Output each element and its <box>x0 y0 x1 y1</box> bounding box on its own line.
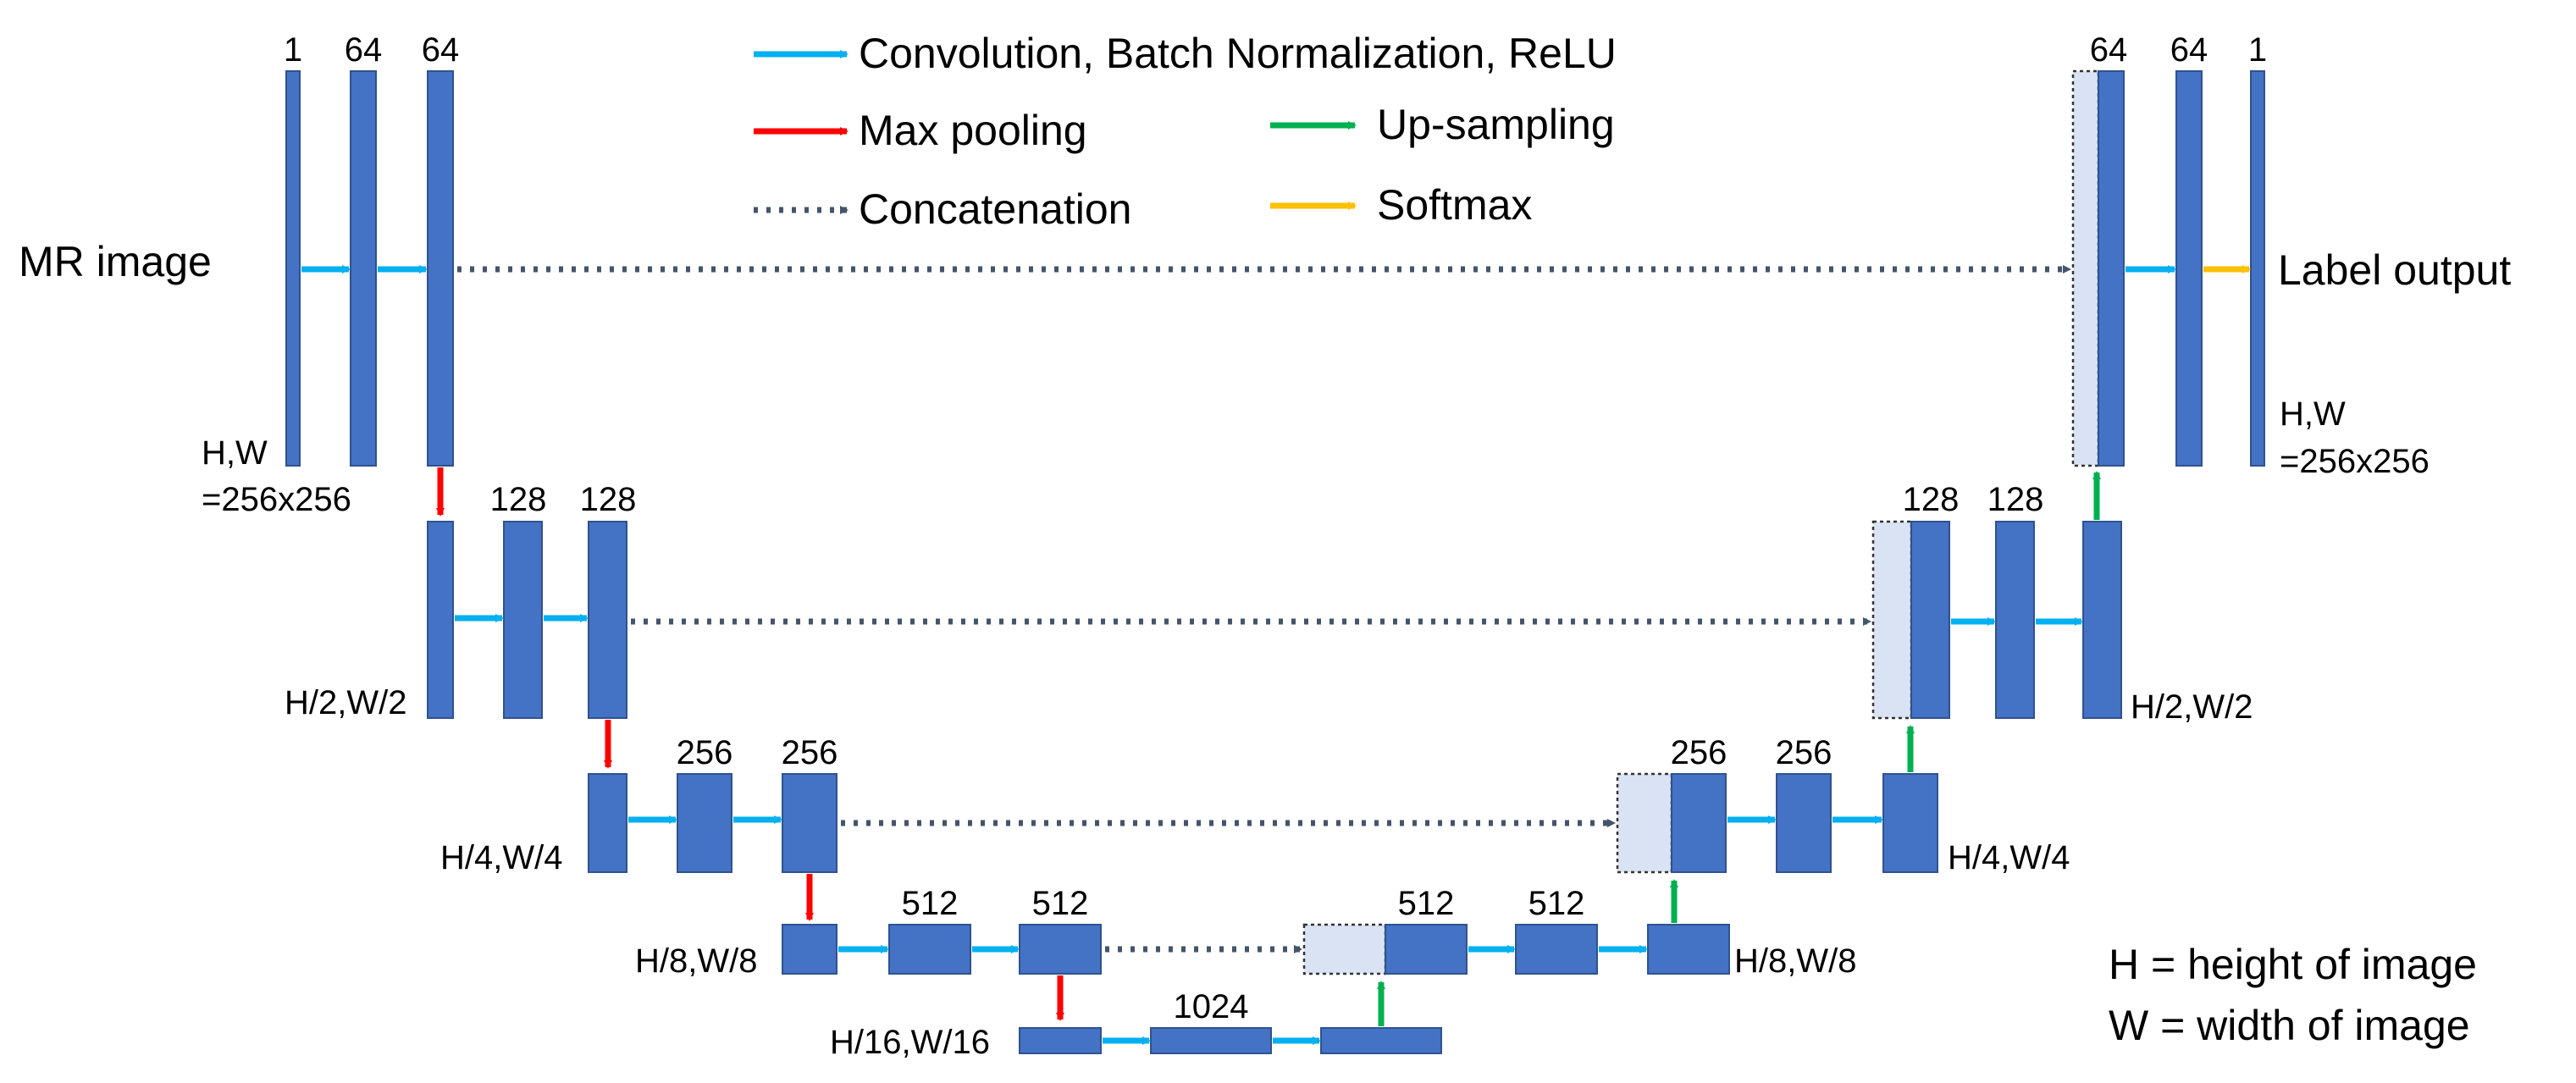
feature-map-block <box>285 70 301 467</box>
legend-softmax-label: Softmax <box>1377 181 1532 229</box>
concatenated-block <box>1871 520 1913 720</box>
channel-count: 64 <box>2090 31 2128 69</box>
feature-map-block <box>588 773 627 873</box>
feature-map-block <box>1320 1027 1442 1054</box>
channel-count: 256 <box>1776 734 1832 771</box>
decoder-level-3: 256 256 H/4,W/4 <box>1616 734 2070 876</box>
channel-count: 256 <box>782 734 838 771</box>
channel-count: 128 <box>580 481 637 518</box>
feature-map-block <box>503 521 543 719</box>
decoder-level-4: 512 512 H/8,W/8 <box>1302 885 1856 980</box>
feature-map-block <box>427 521 454 719</box>
channel-count: 512 <box>902 885 959 922</box>
channel-count: 256 <box>677 734 733 771</box>
skip-connections <box>457 265 2071 953</box>
dimension-label: =256x256 <box>202 481 351 518</box>
output-label: Label output <box>2278 246 2511 294</box>
feature-map-block <box>1150 1027 1272 1054</box>
input-label: MR image <box>19 238 212 285</box>
feature-map-block <box>1910 521 1950 719</box>
decoder-level-2: 128 128 H/2,W/2 <box>1871 481 2253 726</box>
feature-map-block <box>782 773 837 873</box>
channel-count: 64 <box>422 31 460 69</box>
feature-map-block <box>1776 773 1832 873</box>
dimension-label: H/8,W/8 <box>635 942 757 980</box>
dimension-label: H/2,W/2 <box>2131 688 2253 726</box>
feature-map-block <box>1995 521 2035 719</box>
channel-count: 1 <box>284 31 302 69</box>
feature-map-block <box>677 773 732 873</box>
dimension-label: H/16,W/16 <box>830 1024 990 1061</box>
encoder-level-2: 128 128 H/2,W/2 <box>285 481 636 721</box>
legend-concat-label: Concatenation <box>859 185 1131 233</box>
feature-map-block <box>2098 70 2125 467</box>
feature-map-block <box>588 521 627 719</box>
dimension-label: =256x256 <box>2280 443 2430 480</box>
feature-map-block <box>1671 773 1727 873</box>
concatenated-block <box>1302 923 1387 975</box>
encoder-level-4: 512 512 H/8,W/8 <box>635 885 1102 980</box>
encoder-level-1: 1 64 64 H,W =256x256 <box>202 31 459 518</box>
bottleneck-level: 1024 H/16,W/16 <box>830 988 1442 1061</box>
dimension-label: H,W <box>202 434 268 472</box>
dimension-label: H,W <box>2280 395 2346 433</box>
feature-map-block <box>1882 773 1938 873</box>
encoder-level-3: 256 256 H/4,W/4 <box>440 734 837 876</box>
feature-map-block <box>1647 924 1730 975</box>
feature-map-block <box>1019 1027 1102 1054</box>
channel-count: 512 <box>1528 885 1585 922</box>
dimension-label: H/8,W/8 <box>1734 942 1856 980</box>
legend-pool-label: Max pooling <box>859 107 1087 154</box>
legend-conv-label: Convolution, Batch Normalization, ReLU <box>859 30 1617 77</box>
feature-map-block <box>1385 924 1468 975</box>
concatenated-block <box>1616 772 1673 874</box>
channel-count: 1 <box>2248 31 2267 69</box>
feature-map-block <box>350 70 377 467</box>
feature-map-block <box>2175 70 2203 467</box>
channel-count: 256 <box>1671 734 1727 771</box>
feature-map-block <box>2082 521 2122 719</box>
channel-count: 128 <box>1987 481 2044 518</box>
feature-map-block <box>427 70 454 467</box>
channel-count: 64 <box>2170 31 2208 69</box>
feature-map-block <box>782 924 837 975</box>
feature-map-block <box>1019 924 1102 975</box>
feature-map-block <box>888 924 971 975</box>
decoder-level-1: 64 64 1 H,W =256x256 <box>2071 31 2430 480</box>
channel-count: 128 <box>490 481 547 518</box>
legend: Convolution, Batch Normalization, ReLU M… <box>754 30 1617 233</box>
dimension-label: H/4,W/4 <box>1948 839 2070 876</box>
channel-count: 512 <box>1398 885 1455 922</box>
height-definition-note: H = height of image <box>2109 941 2477 988</box>
legend-up-label: Up-sampling <box>1377 101 1615 148</box>
dimension-label: H/2,W/2 <box>285 684 406 721</box>
width-definition-note: W = width of image <box>2109 1002 2470 1049</box>
channel-count: 64 <box>345 31 383 69</box>
feature-map-block <box>1515 924 1598 975</box>
dimension-label: H/4,W/4 <box>440 839 562 876</box>
channel-count: 128 <box>1903 481 1960 518</box>
channel-count: 1024 <box>1174 988 1249 1025</box>
feature-map-block <box>2250 70 2265 467</box>
concatenated-block <box>2071 69 2100 467</box>
channel-count: 512 <box>1032 885 1089 922</box>
